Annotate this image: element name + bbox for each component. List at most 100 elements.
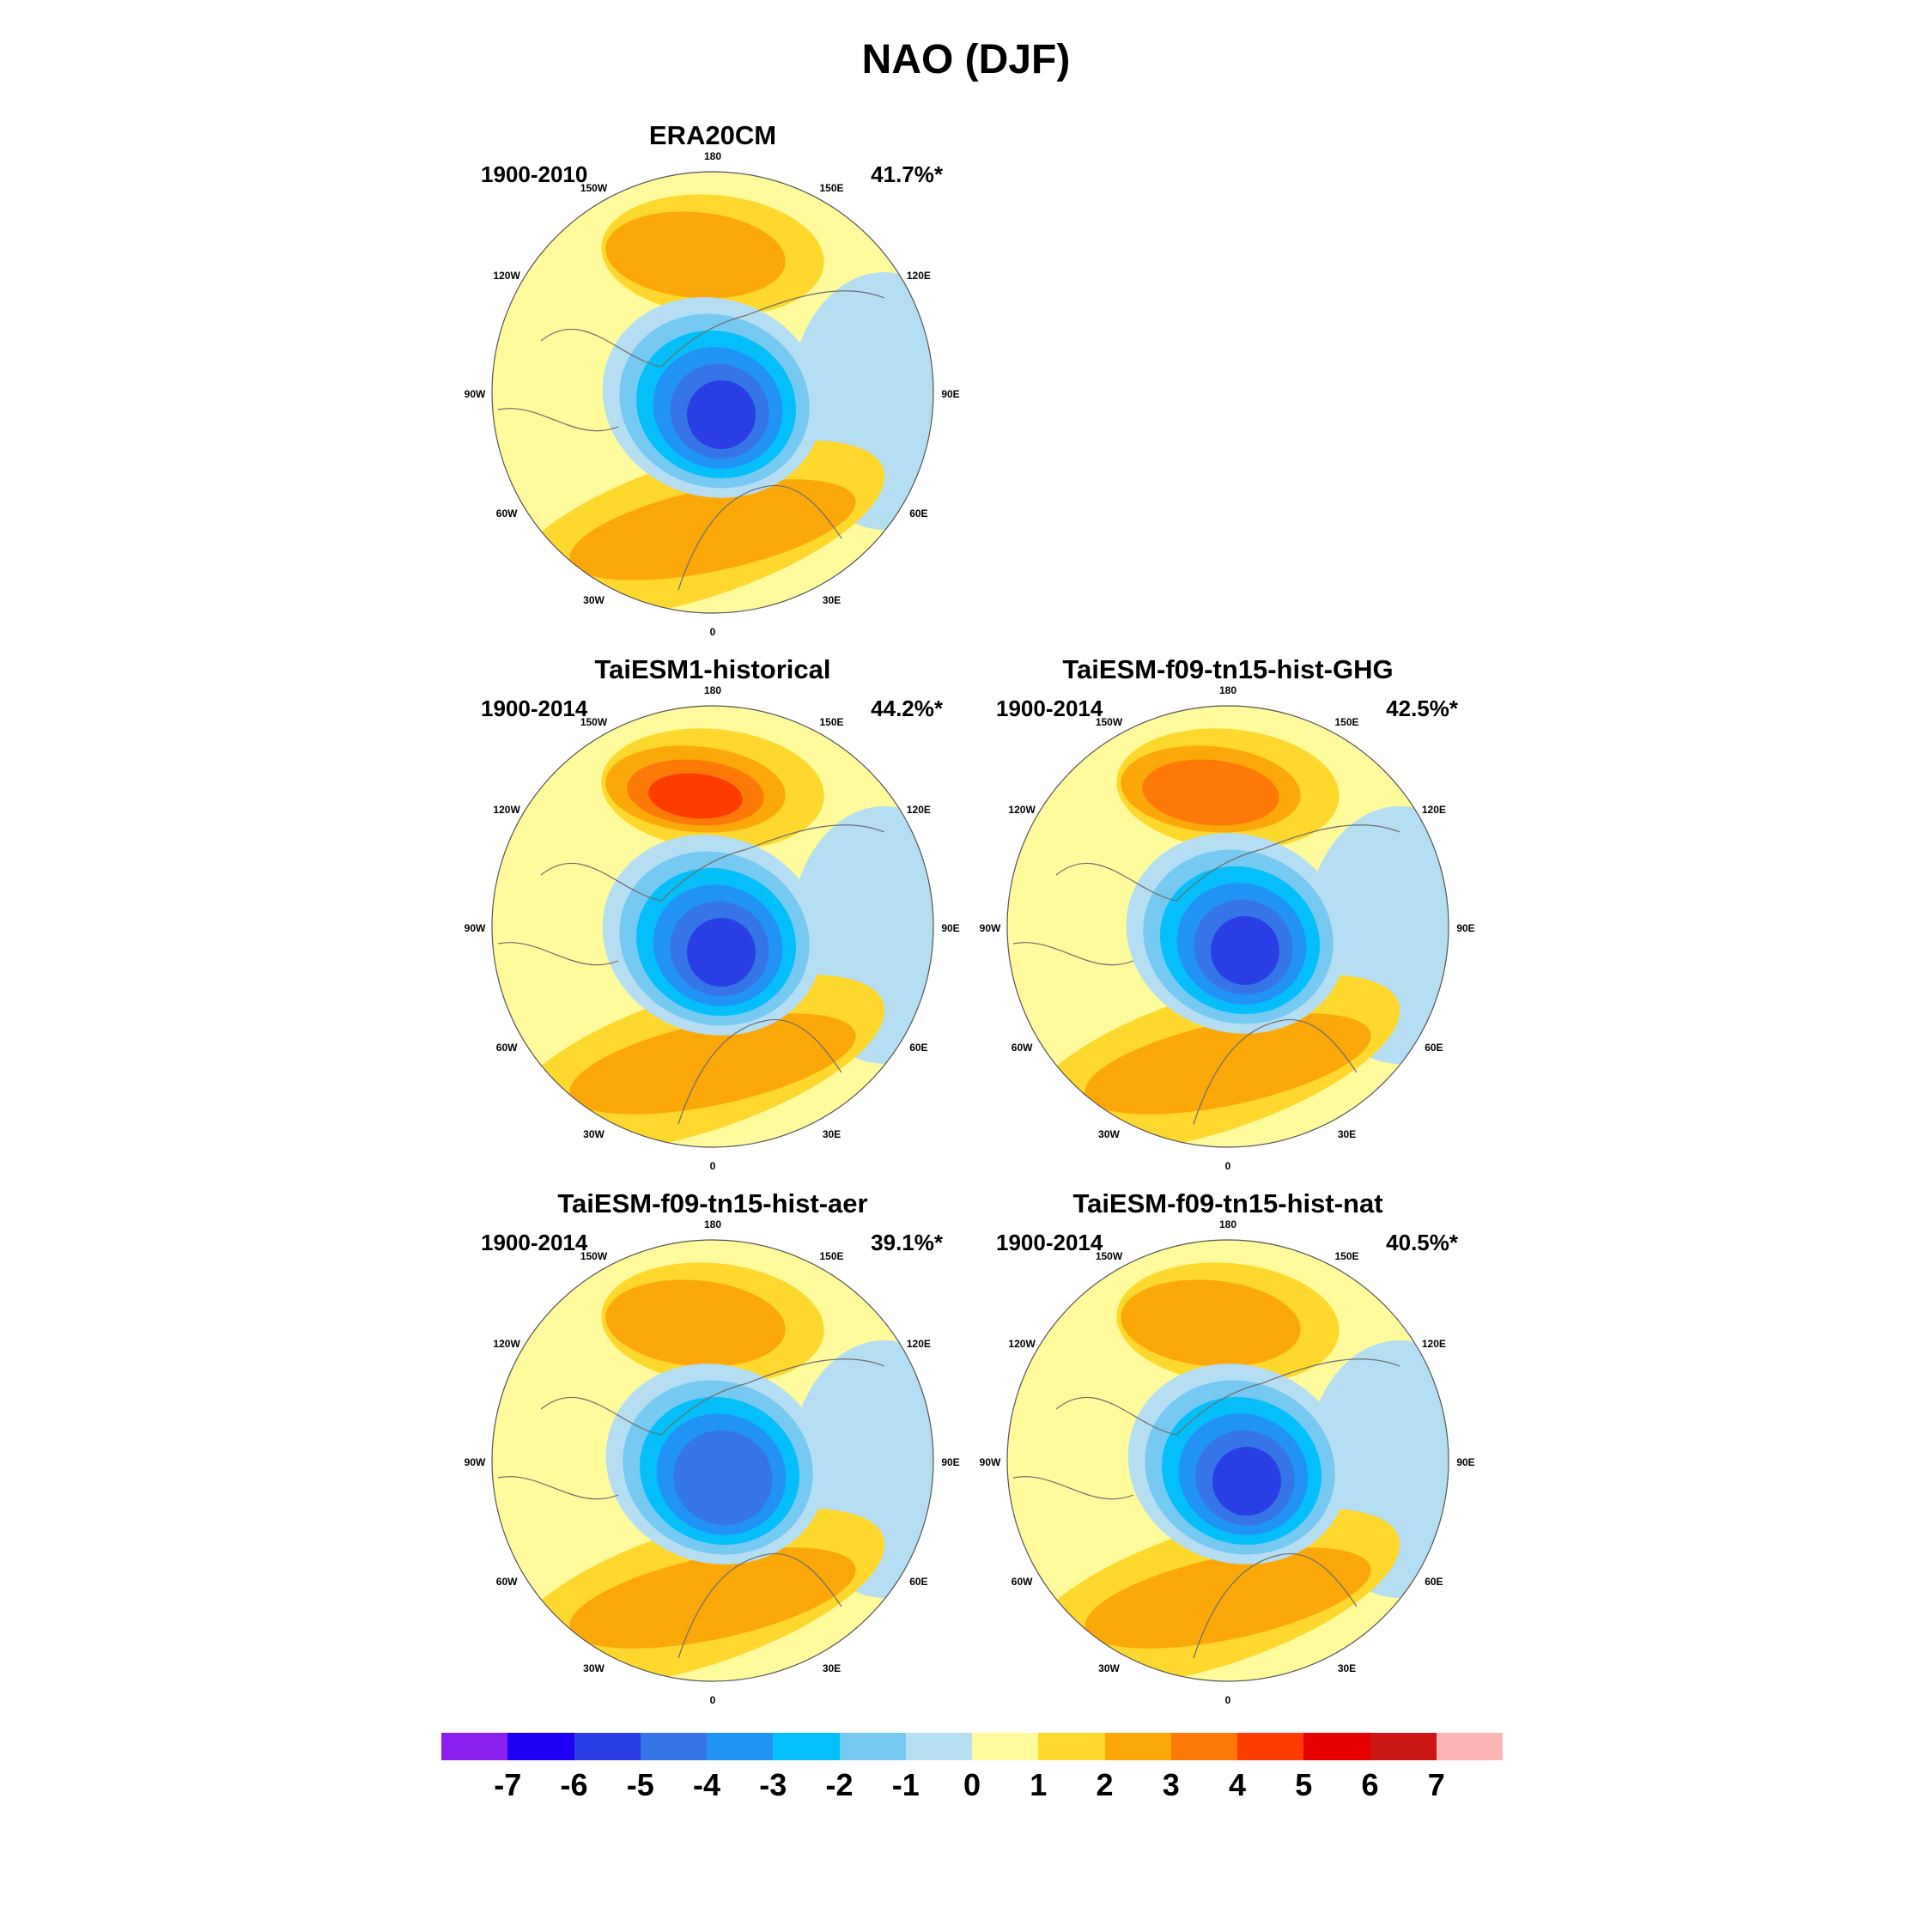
panel-variance: 40.5%*: [1386, 1230, 1458, 1255]
panel-variance: 42.5%*: [1386, 696, 1458, 721]
colorbar-swatch: [1170, 1733, 1237, 1760]
colorbar-tick-label: 1: [1030, 1767, 1048, 1802]
panel-title: ERA20CM: [648, 120, 777, 150]
longitude-label: 0: [709, 1160, 716, 1172]
longitude-label: 120E: [906, 803, 931, 816]
panel-period: 1900-2014: [481, 1230, 588, 1255]
contour-pacific: [605, 211, 786, 299]
colorbar-tick-label: -7: [494, 1767, 522, 1802]
longitude-label: 150W: [580, 716, 608, 729]
panel-variance: 39.1%*: [871, 1230, 943, 1255]
longitude-label: 90W: [464, 922, 486, 934]
colorbar-tick-label: 3: [1162, 1767, 1180, 1802]
colorbar-swatch: [441, 1733, 508, 1760]
longitude-label: 30W: [1098, 1662, 1120, 1674]
colorbar-swatch: [707, 1733, 774, 1760]
longitude-label: 150E: [819, 1250, 844, 1263]
colorbar-swatch: [905, 1733, 972, 1760]
longitude-label: 30E: [1337, 1662, 1357, 1674]
map-boundary: [491, 1239, 934, 1682]
longitude-label: 60W: [495, 1041, 518, 1054]
map-panel: TaiESM-f09-tn15-hist-GHG 1900-2014 42.5%* 1…: [962, 654, 1494, 1172]
panel-period: 1900-2010: [481, 161, 588, 187]
longitude-label: 150E: [1334, 1250, 1359, 1263]
polar-map: [491, 171, 934, 614]
panel-period: 1900-2014: [996, 1230, 1103, 1255]
panel-variance: 44.2%*: [871, 696, 943, 721]
longitude-label: 90E: [1456, 922, 1475, 934]
contour-pacific: [605, 1279, 786, 1367]
longitude-label: 60E: [1425, 1575, 1443, 1588]
longitude-label: 180: [1218, 1218, 1237, 1230]
longitude-label: 180: [1218, 684, 1237, 696]
coastlines: [497, 1358, 885, 1659]
longitude-label: 90W: [979, 922, 1001, 934]
colorbar-labels: -7 -6 -5 -4 -3 -2 -1 0 1 2 3 4 5 6 7: [441, 1767, 1503, 1810]
coastlines: [1012, 824, 1400, 1125]
longitude-label: 60E: [909, 1041, 928, 1054]
longitude-label: 150W: [580, 182, 608, 195]
colorbar-swatch: [972, 1733, 1039, 1760]
colorbar-tick-label: 2: [1096, 1767, 1114, 1802]
contour-atlantic: [1084, 1547, 1371, 1649]
map-boundary: [1006, 1239, 1449, 1682]
colorbar-tick-label: 7: [1427, 1767, 1445, 1802]
longitude-label: 150E: [1334, 716, 1359, 729]
contour-pacific: [1121, 1279, 1301, 1367]
contour-atlantic: [569, 479, 856, 580]
panel-title: TaiESM-f09-tn15-hist-GHG: [1062, 654, 1394, 684]
contour-pacific: [1142, 759, 1279, 826]
colorbar-tick-label: 6: [1361, 1767, 1379, 1802]
longitude-label: 60W: [495, 507, 518, 519]
panel-period: 1900-2014: [996, 696, 1103, 721]
figure-title: NAO (DJF): [861, 37, 1071, 82]
panel-variance: 41.7%*: [871, 161, 943, 187]
longitude-label: 180: [703, 1218, 722, 1230]
colorbar-swatch: [1303, 1733, 1370, 1760]
longitude-label: 180: [703, 684, 722, 696]
colorbar-swatch: [1436, 1733, 1503, 1760]
longitude-label: 30E: [1337, 1127, 1357, 1140]
longitude-label: 90W: [464, 388, 486, 400]
longitude-label: 30E: [822, 1662, 841, 1674]
longitude-label: 60W: [1011, 1041, 1033, 1054]
longitude-label: 90E: [941, 922, 960, 934]
contour-arctic: [1211, 916, 1279, 985]
longitude-label: 90W: [464, 1456, 486, 1468]
panel-title: TaiESM-f09-tn15-hist-nat: [1072, 1188, 1383, 1218]
longitude-label: 120E: [906, 269, 931, 282]
longitude-label: 30E: [822, 593, 841, 606]
map-panel: TaiESM1-historical 1900-2014 44.2%* 180 150E…: [447, 654, 979, 1172]
longitude-label: 30E: [822, 1127, 841, 1140]
colorbar-tick-label: -5: [626, 1767, 654, 1802]
map-boundary: [491, 171, 934, 614]
map-panel: ERA20CM 1900-2010 41.7%* 180 150E 120E 90E 60E 3…: [447, 120, 979, 638]
contour-arctic: [1212, 1447, 1281, 1516]
polar-map: [491, 705, 934, 1148]
longitude-label: 30W: [1098, 1127, 1120, 1140]
longitude-label: 120W: [1008, 803, 1036, 816]
longitude-label: 120E: [1421, 1337, 1446, 1350]
colorbar-tick-label: 0: [963, 1767, 981, 1802]
colorbar-swatch: [839, 1733, 906, 1760]
longitude-label: 150E: [819, 716, 844, 729]
colorbar-swatch: [1237, 1733, 1304, 1760]
longitude-label: 120W: [493, 803, 520, 816]
colorbar-swatch: [1370, 1733, 1437, 1760]
longitude-label: 120W: [493, 1337, 520, 1350]
colorbar-swatch: [640, 1733, 707, 1760]
longitude-label: 60W: [495, 1575, 518, 1588]
longitude-label: 150W: [1095, 1250, 1123, 1263]
coastlines: [497, 824, 885, 1125]
panel-period: 1900-2014: [481, 696, 588, 721]
colorbar-swatch: [1104, 1733, 1171, 1760]
colorbar-tick-label: -2: [825, 1767, 854, 1802]
longitude-label: 150W: [580, 1250, 608, 1263]
map-panel: TaiESM-f09-tn15-hist-nat 1900-2014 40.5%* 1…: [962, 1188, 1494, 1706]
longitude-label: 30W: [583, 1662, 605, 1674]
coastlines: [497, 290, 885, 591]
longitude-label: 150W: [1095, 716, 1123, 729]
longitude-label: 90E: [941, 1456, 960, 1468]
colorbar-tick-label: 4: [1228, 1767, 1247, 1802]
longitude-label: 60E: [909, 507, 928, 519]
